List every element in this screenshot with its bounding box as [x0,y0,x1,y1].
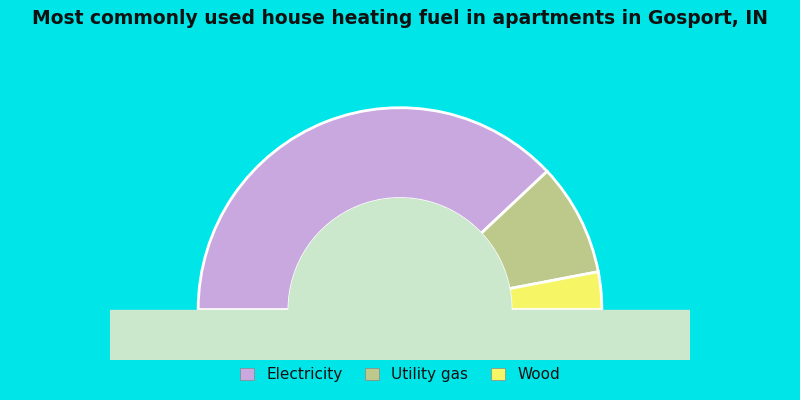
Bar [110,310,690,360]
Legend: Electricity, Utility gas, Wood: Electricity, Utility gas, Wood [234,361,566,388]
Wedge shape [198,108,547,310]
Text: Most commonly used house heating fuel in apartments in Gosport, IN: Most commonly used house heating fuel in… [32,8,768,28]
Wedge shape [509,272,602,310]
Wedge shape [481,171,598,289]
Circle shape [289,198,511,400]
